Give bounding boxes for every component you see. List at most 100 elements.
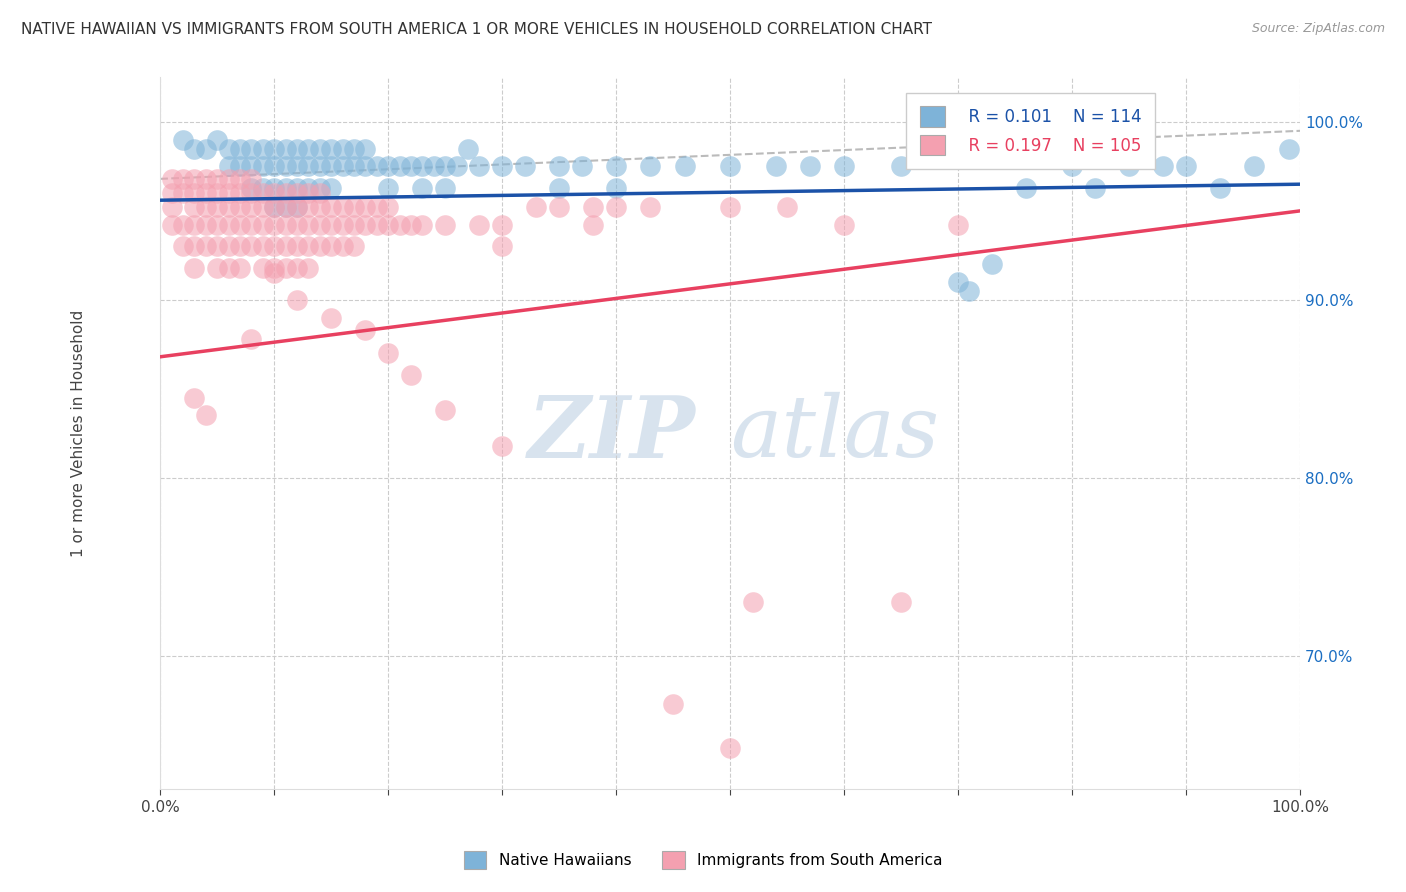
Point xyxy=(343,200,366,214)
Point xyxy=(183,186,205,200)
Point xyxy=(799,160,821,174)
Point xyxy=(411,218,433,232)
Point xyxy=(229,172,252,186)
Point xyxy=(252,186,274,200)
Point xyxy=(218,200,240,214)
Point xyxy=(343,142,366,156)
Point xyxy=(205,133,228,147)
Point xyxy=(411,180,433,194)
Point xyxy=(491,218,513,232)
Point xyxy=(229,260,252,275)
Point xyxy=(354,323,377,337)
Point xyxy=(252,180,274,194)
Point xyxy=(582,218,605,232)
Point xyxy=(274,239,297,253)
Point xyxy=(308,142,330,156)
Point xyxy=(297,160,319,174)
Point xyxy=(285,142,308,156)
Point xyxy=(946,275,969,289)
Point xyxy=(263,180,285,194)
Point xyxy=(332,218,354,232)
Point xyxy=(274,180,297,194)
Point xyxy=(194,186,217,200)
Point xyxy=(274,260,297,275)
Point xyxy=(377,218,399,232)
Point xyxy=(205,186,228,200)
Point xyxy=(285,160,308,174)
Point xyxy=(1209,180,1232,194)
Point xyxy=(321,310,343,325)
Point xyxy=(776,200,799,214)
Point xyxy=(172,172,194,186)
Point xyxy=(218,260,240,275)
Point xyxy=(457,142,479,156)
Point xyxy=(205,260,228,275)
Point xyxy=(832,218,855,232)
Point xyxy=(605,160,627,174)
Point xyxy=(662,697,685,711)
Point xyxy=(434,160,457,174)
Point xyxy=(718,200,741,214)
Point xyxy=(194,409,217,423)
Point xyxy=(605,200,627,214)
Point xyxy=(263,200,285,214)
Point xyxy=(548,180,571,194)
Point xyxy=(354,142,377,156)
Point xyxy=(172,186,194,200)
Point xyxy=(366,200,388,214)
Point xyxy=(160,200,183,214)
Text: atlas: atlas xyxy=(730,392,939,475)
Point xyxy=(332,142,354,156)
Point xyxy=(765,160,787,174)
Text: Source: ZipAtlas.com: Source: ZipAtlas.com xyxy=(1251,22,1385,36)
Point xyxy=(399,160,422,174)
Point xyxy=(229,218,252,232)
Point xyxy=(263,218,285,232)
Point xyxy=(297,142,319,156)
Point xyxy=(194,218,217,232)
Point xyxy=(252,218,274,232)
Point xyxy=(252,239,274,253)
Point xyxy=(491,239,513,253)
Point xyxy=(308,200,330,214)
Point xyxy=(252,200,274,214)
Point xyxy=(297,239,319,253)
Point xyxy=(285,239,308,253)
Point xyxy=(229,186,252,200)
Point xyxy=(218,160,240,174)
Point xyxy=(183,218,205,232)
Point xyxy=(194,200,217,214)
Point xyxy=(297,200,319,214)
Point xyxy=(218,218,240,232)
Point xyxy=(548,200,571,214)
Point xyxy=(218,142,240,156)
Point xyxy=(183,200,205,214)
Point xyxy=(274,160,297,174)
Point xyxy=(1015,180,1038,194)
Point xyxy=(640,200,662,214)
Point xyxy=(1118,160,1140,174)
Point xyxy=(297,218,319,232)
Point xyxy=(205,239,228,253)
Point xyxy=(513,160,536,174)
Point xyxy=(183,172,205,186)
Point xyxy=(183,142,205,156)
Point xyxy=(332,200,354,214)
Point xyxy=(321,239,343,253)
Point xyxy=(571,160,593,174)
Point xyxy=(240,332,263,346)
Point xyxy=(252,160,274,174)
Point xyxy=(582,200,605,214)
Point xyxy=(673,160,696,174)
Point xyxy=(263,160,285,174)
Point xyxy=(308,160,330,174)
Point xyxy=(263,260,285,275)
Point xyxy=(240,186,263,200)
Text: NATIVE HAWAIIAN VS IMMIGRANTS FROM SOUTH AMERICA 1 OR MORE VEHICLES IN HOUSEHOLD: NATIVE HAWAIIAN VS IMMIGRANTS FROM SOUTH… xyxy=(21,22,932,37)
Point xyxy=(524,200,547,214)
Text: ZIP: ZIP xyxy=(529,392,696,475)
Point xyxy=(308,239,330,253)
Point xyxy=(741,595,763,609)
Point xyxy=(332,160,354,174)
Point xyxy=(640,160,662,174)
